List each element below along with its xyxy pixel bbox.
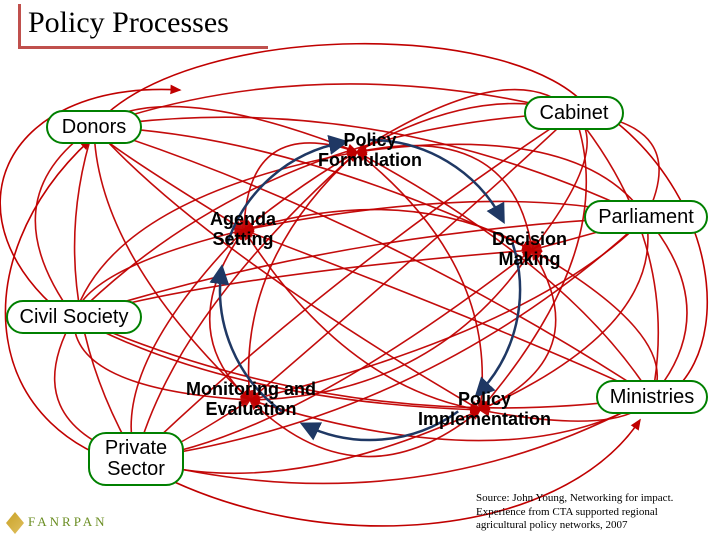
actor-private-sector: Private Sector xyxy=(88,432,184,486)
process-agenda-setting: Agenda Setting xyxy=(210,210,276,250)
process-policy-formulation: Policy Formulation xyxy=(318,131,422,171)
actor-ministries: Ministries xyxy=(596,380,708,414)
wheat-icon xyxy=(6,512,24,534)
process-monitoring-eval: Monitoring and Evaluation xyxy=(186,380,316,420)
logo: FANRPAN xyxy=(6,512,108,534)
actor-civil-society: Civil Society xyxy=(6,300,142,334)
actor-donors: Donors xyxy=(46,110,142,144)
logo-text: FANRPAN xyxy=(28,514,108,529)
actor-parliament: Parliament xyxy=(584,200,708,234)
process-decision-making: Decision Making xyxy=(492,230,567,270)
actor-cabinet: Cabinet xyxy=(524,96,624,130)
source-citation: Source: John Young, Networking for impac… xyxy=(476,492,706,532)
process-policy-impl: Policy Implementation xyxy=(418,390,551,430)
